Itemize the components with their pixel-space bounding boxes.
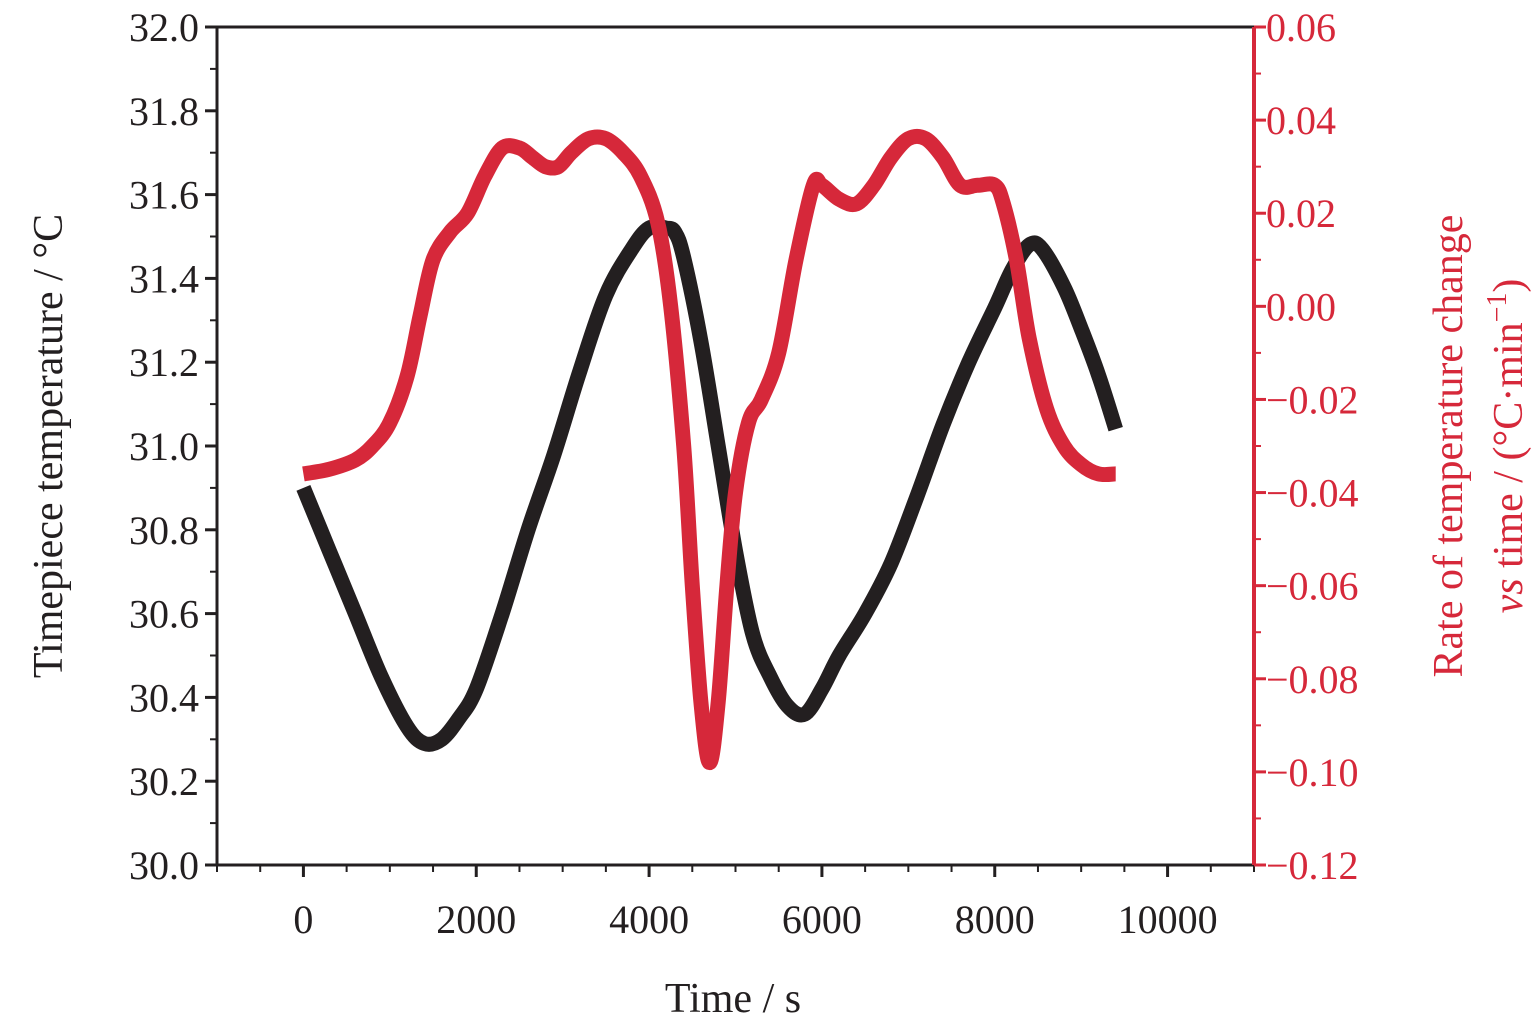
temperature-series-line (296, 218, 1123, 752)
y-left-tick-label: 30.8 (129, 508, 199, 553)
y-left-tick-label: 32.0 (129, 5, 199, 50)
y-right-axis-title-close: ) (1486, 279, 1532, 293)
y-left-axis-title: Timepiece temperature / °C (26, 214, 72, 678)
x-tick-label: 10000 (1118, 897, 1218, 942)
y-right-axis-title: Rate of temperature change vs time / (°C… (1426, 215, 1532, 678)
rate-series-line (302, 128, 1117, 771)
x-axis-title: Time / s (665, 976, 801, 1022)
x-tick-label: 0 (293, 897, 313, 942)
y-right-tick-label: 0.02 (1266, 191, 1336, 236)
y-right-tick-label: 0.00 (1266, 284, 1336, 329)
y-left-tick-label: 31.4 (129, 256, 199, 301)
y-left-tick-label: 30.4 (129, 675, 199, 720)
y-left-tick-label: 31.8 (129, 89, 199, 134)
ticks-layer: 0 2000 4000 6000 8000 10000 30.0 30.2 30.4 30.6 30… (129, 5, 1359, 942)
y-left-tick-label: 30.0 (129, 843, 199, 888)
series-layer (296, 128, 1123, 771)
y-right-axis-title-vs: vs (1486, 578, 1532, 613)
y-right-axis-title-unit: time / (°C·min (1486, 322, 1532, 578)
y-left-tick-label: 31.2 (129, 340, 199, 385)
x-tick-label: 2000 (436, 897, 516, 942)
y-left-tick-label: 31.0 (129, 424, 199, 469)
y-right-tick-label: −0.12 (1266, 843, 1359, 888)
y-right-axis-title-line2: vs time / (°C·min−1) (1482, 279, 1532, 614)
y-right-axis-title-sup: −1 (1482, 293, 1513, 323)
y-left-tick-label: 30.2 (129, 759, 199, 804)
x-tick-label: 6000 (782, 897, 862, 942)
x-tick-label: 8000 (955, 897, 1035, 942)
y-right-tick-label: 0.04 (1266, 98, 1336, 143)
y-right-tick-label: −0.06 (1266, 564, 1359, 609)
y-right-tick-label: 0.06 (1266, 5, 1336, 50)
y-right-tick-label: −0.10 (1266, 750, 1359, 795)
y-right-axis-title-line1: Rate of temperature change (1426, 215, 1472, 678)
y-left-tick-label: 30.6 (129, 592, 199, 637)
y-right-tick-label: −0.08 (1266, 657, 1359, 702)
y-left-tick-label: 31.6 (129, 173, 199, 218)
y-right-tick-label: −0.04 (1266, 471, 1359, 516)
x-tick-label: 4000 (609, 897, 689, 942)
y-right-tick-label: −0.02 (1266, 377, 1359, 422)
